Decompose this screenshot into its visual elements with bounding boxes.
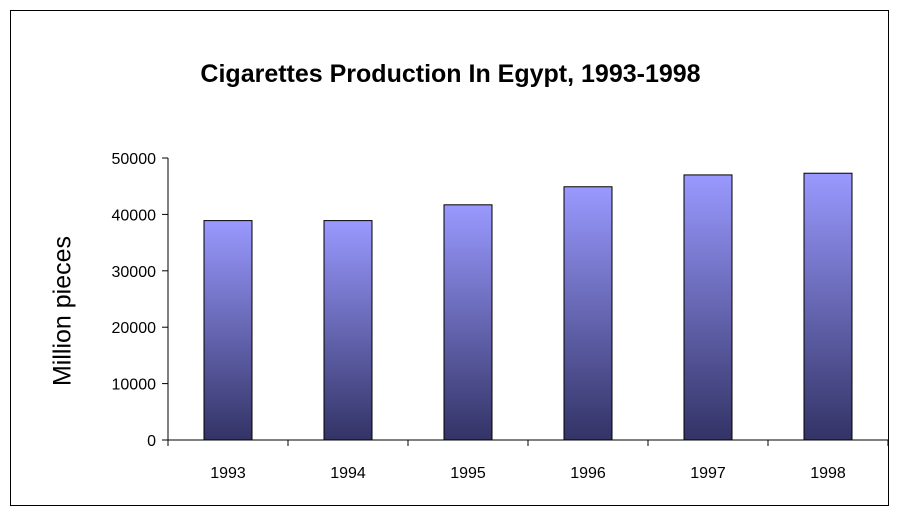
axes-group — [162, 157, 889, 446]
y-tick-label: 50000 — [112, 151, 157, 168]
y-tick-label: 20000 — [112, 320, 157, 337]
x-tick-label: 1993 — [210, 465, 246, 482]
x-tick-label: 1996 — [570, 465, 606, 482]
x-tick-label: 1995 — [450, 465, 486, 482]
chart-title: Cigarettes Production In Egypt, 1993-199… — [200, 60, 701, 88]
y-tick-label: 10000 — [112, 377, 157, 394]
bar-1998 — [803, 172, 853, 441]
bar-1995 — [443, 204, 493, 441]
bar-1997 — [683, 174, 733, 441]
bar-1994 — [323, 220, 373, 441]
y-tick-label: 0 — [147, 433, 156, 450]
x-tick-label: 1997 — [690, 465, 726, 482]
x-tick-label: 1998 — [810, 465, 846, 482]
x-tick-label: 1994 — [330, 465, 366, 482]
tick-labels-group: 0 10000 20000 30000 40000 50000 1993 1994 1995 19… — [112, 151, 846, 482]
bar-1993 — [203, 220, 253, 441]
bars-group — [203, 172, 853, 441]
y-tick-label: 30000 — [112, 264, 157, 281]
bar-1996 — [563, 186, 613, 441]
y-tick-label: 40000 — [112, 207, 157, 224]
